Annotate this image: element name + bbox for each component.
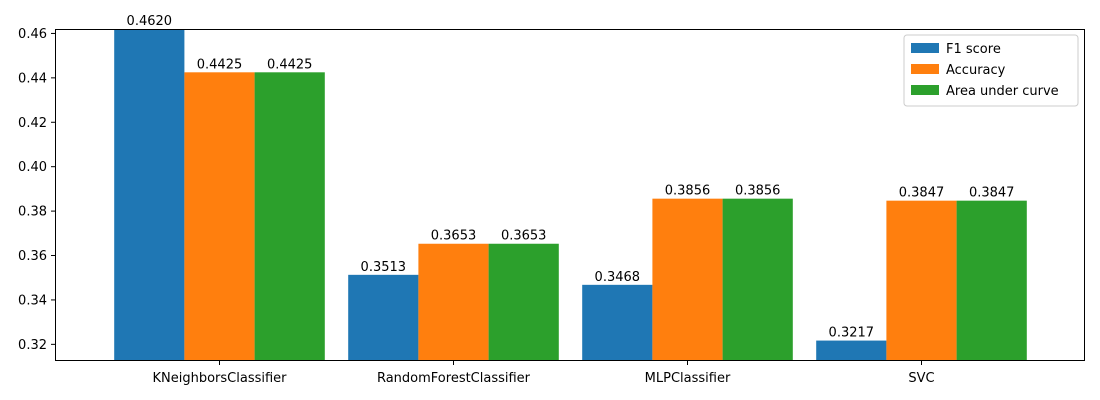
bar-value-label: 0.3513 bbox=[361, 260, 407, 275]
legend: F1 score Accuracy Area under curve bbox=[903, 34, 1079, 107]
y-tick-label: 0.42 bbox=[18, 116, 47, 131]
bar bbox=[254, 72, 325, 361]
x-axis: KNeighborsClassifier RandomForestClassifi… bbox=[152, 361, 935, 386]
legend-swatch bbox=[911, 43, 939, 53]
legend-entry: Accuracy bbox=[946, 63, 1006, 78]
bar-value-label: 0.4425 bbox=[197, 57, 243, 72]
y-tick-label: 0.44 bbox=[18, 71, 47, 86]
bar-value-label: 0.3653 bbox=[431, 229, 477, 244]
x-tick-label: RandomForestClassifier bbox=[377, 371, 531, 386]
bar-value-label: 0.3856 bbox=[665, 184, 711, 199]
bar bbox=[582, 284, 653, 361]
bar bbox=[722, 198, 793, 361]
bar bbox=[488, 243, 559, 361]
x-tick-label: MLPClassifier bbox=[645, 371, 731, 386]
bar bbox=[418, 243, 489, 361]
bar-value-label: 0.4425 bbox=[267, 57, 313, 72]
y-axis: 0.32 0.34 0.36 0.38 0.40 0.42 0.44 0.46 bbox=[18, 27, 55, 353]
y-tick-label: 0.34 bbox=[18, 293, 47, 308]
bar bbox=[348, 274, 419, 361]
bar-value-label: 0.3856 bbox=[735, 184, 781, 199]
bars-group bbox=[114, 29, 1027, 361]
y-tick-label: 0.46 bbox=[18, 27, 47, 42]
bar-value-label: 0.4620 bbox=[127, 14, 173, 29]
bar-value-label: 0.3653 bbox=[501, 229, 547, 244]
x-tick-label: SVC bbox=[908, 371, 934, 386]
plot-frame bbox=[55, 29, 1085, 361]
bar-value-label: 0.3468 bbox=[595, 270, 641, 285]
bar bbox=[114, 29, 185, 361]
bar-value-label: 0.3847 bbox=[969, 186, 1015, 201]
y-tick-label: 0.40 bbox=[18, 160, 47, 175]
bar bbox=[956, 200, 1027, 361]
y-tick-label: 0.36 bbox=[18, 249, 47, 264]
bar bbox=[816, 340, 887, 361]
bar bbox=[184, 72, 255, 361]
bar-value-label: 0.3217 bbox=[829, 326, 875, 341]
y-tick-label: 0.38 bbox=[18, 205, 47, 220]
legend-swatch bbox=[911, 85, 939, 95]
legend-entry: F1 score bbox=[946, 42, 1001, 57]
y-tick-label: 0.32 bbox=[18, 338, 47, 353]
bar-value-label: 0.3847 bbox=[899, 186, 945, 201]
x-tick-label: KNeighborsClassifier bbox=[152, 371, 287, 386]
legend-box bbox=[903, 34, 1079, 107]
legend-swatch bbox=[911, 64, 939, 74]
bar-value-labels: 0.4620 0.4425 0.4425 0.3513 0.3653 0.3653 0.34… bbox=[127, 14, 1015, 341]
bar bbox=[652, 198, 723, 361]
bar bbox=[886, 200, 957, 361]
legend-entry: Area under curve bbox=[946, 84, 1059, 99]
